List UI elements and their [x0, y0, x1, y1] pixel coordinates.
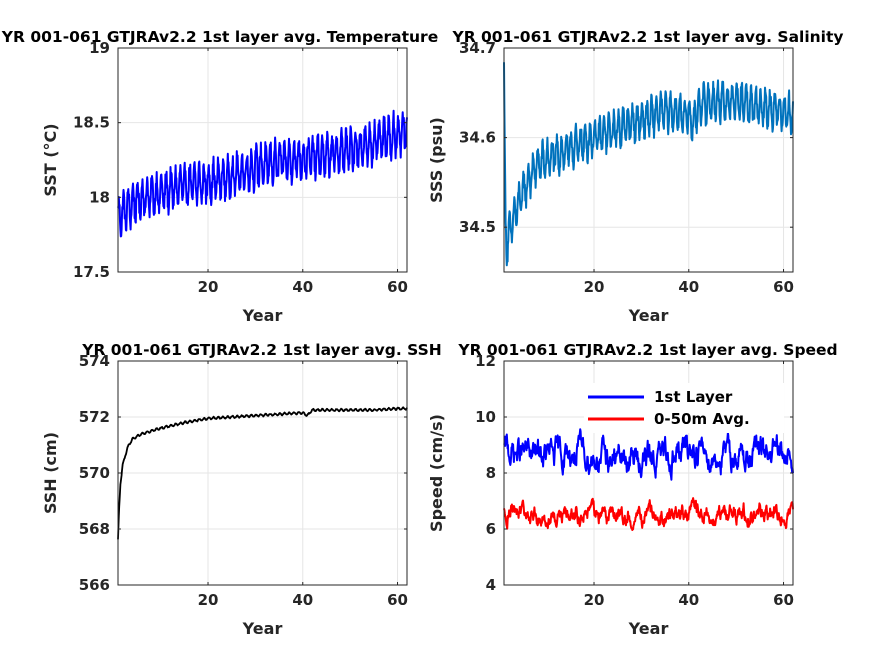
salinity-ticks: 20 40 60 34.5 34.6 34.7 — [459, 39, 794, 296]
speed-y-tick-label-8: 8 — [486, 464, 496, 482]
ssh-series — [117, 406, 408, 540]
salinity-y-tick-label-34.7: 34.7 — [459, 39, 496, 57]
ssh-y-axis-label: SSH (cm) — [41, 432, 60, 514]
salinity-y-tick-label-34.5: 34.5 — [459, 218, 496, 236]
ssh-x-tick-label-60: 60 — [387, 591, 408, 609]
speed-series-1st-layer-line — [503, 428, 794, 481]
temperature-x-axis-label: Year — [242, 306, 283, 325]
ssh-y-tick-label-572: 572 — [79, 408, 110, 426]
speed-y-tick-label-10: 10 — [475, 408, 496, 426]
temperature-y-tick-label-18: 18 — [89, 188, 110, 206]
salinity-x-axis-label: Year — [628, 306, 669, 325]
salinity-x-tick-label-60: 60 — [773, 278, 794, 296]
speed-y-tick-label-12: 12 — [475, 352, 496, 370]
temperature-panel: 20 40 60 17.5 18 18.5 19 YR 001-061 GTJRAv2.2 … — [1, 28, 438, 325]
temperature-ticks: 20 40 60 17.5 18 18.5 19 — [73, 39, 408, 296]
ssh-series-line-line — [117, 406, 408, 540]
speed-y-axis-label: Speed (cm/s) — [427, 414, 446, 532]
salinity-panel: 20 40 60 34.5 34.6 34.7 YR 001-061 GTJRAv2.2 … — [427, 28, 844, 325]
speed-legend: 1st Layer 0-50m Avg. — [584, 383, 784, 433]
temperature-y-tick-label-17.5: 17.5 — [73, 263, 110, 281]
salinity-series-line-line — [503, 62, 794, 267]
salinity-y-axis-label: SSS (psu) — [427, 117, 446, 203]
ssh-y-tick-label-570: 570 — [79, 464, 110, 482]
ssh-y-tick-label-574: 574 — [79, 352, 110, 370]
ssh-y-tick-label-566: 566 — [79, 576, 110, 594]
speed-legend-background — [584, 383, 784, 433]
speed-x-tick-label-40: 40 — [678, 591, 699, 609]
ssh-title: YR 001-061 GTJRAv2.2 1st layer avg. SSH — [81, 341, 442, 359]
temperature-y-tick-label-18.5: 18.5 — [73, 114, 110, 132]
salinity-plot-area — [504, 48, 793, 272]
temperature-x-tick-label-60: 60 — [387, 278, 408, 296]
ssh-y-tick-label-568: 568 — [79, 520, 110, 538]
speed-series — [503, 428, 794, 531]
temperature-x-tick-label-20: 20 — [198, 278, 219, 296]
temperature-title: YR 001-061 GTJRAv2.2 1st layer avg. Temp… — [1, 28, 438, 46]
speed-title: YR 001-061 GTJRAv2.2 1st layer avg. Spee… — [457, 341, 837, 359]
speed-x-tick-label-20: 20 — [584, 591, 605, 609]
salinity-x-tick-label-20: 20 — [584, 278, 605, 296]
salinity-y-tick-label-34.6: 34.6 — [459, 129, 496, 147]
legend-label-1st-layer: 1st Layer — [654, 388, 733, 406]
ssh-panel: 20 40 60 566 568 570 572 574 YR 001-061 GTJRAv2… — [41, 341, 442, 638]
temperature-y-axis-label: SST (°C) — [41, 123, 60, 196]
speed-y-tick-label-4: 4 — [486, 576, 496, 594]
ssh-x-tick-label-40: 40 — [292, 591, 313, 609]
temperature-y-tick-label-19: 19 — [89, 39, 110, 57]
speed-y-tick-label-6: 6 — [486, 520, 496, 538]
speed-x-tick-label-60: 60 — [773, 591, 794, 609]
legend-label-0-50m-avg: 0-50m Avg. — [654, 410, 750, 428]
speed-ticks: 20 40 60 4 6 8 10 12 — [475, 352, 794, 609]
temperature-series-line-line — [117, 109, 408, 238]
speed-series-0-50m-avg--line — [503, 497, 794, 531]
speed-x-axis-label: Year — [628, 619, 669, 638]
ssh-x-tick-label-20: 20 — [198, 591, 219, 609]
temperature-x-tick-label-40: 40 — [292, 278, 313, 296]
salinity-axes-box — [503, 47, 794, 273]
speed-panel: 20 40 60 4 6 8 10 12 1st Layer 0-50m Avg. YR 00… — [427, 341, 838, 638]
salinity-series — [503, 62, 794, 267]
ssh-ticks: 20 40 60 566 568 570 572 574 — [79, 352, 408, 609]
salinity-x-tick-label-40: 40 — [678, 278, 699, 296]
temperature-axes-box — [117, 47, 408, 273]
temperature-series — [117, 109, 408, 238]
salinity-title: YR 001-061 GTJRAv2.2 1st layer avg. Sali… — [451, 28, 843, 46]
ssh-x-axis-label: Year — [242, 619, 283, 638]
